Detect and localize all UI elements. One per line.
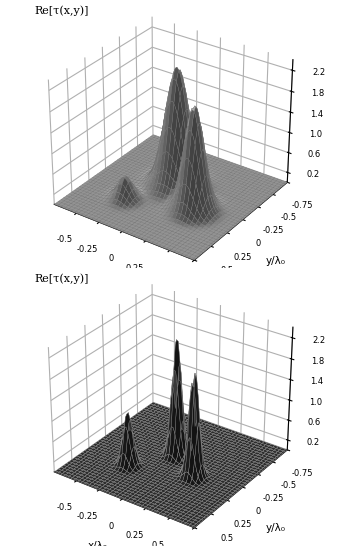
X-axis label: x/λ₀: x/λ₀ [88, 541, 108, 546]
Text: Re[τ(x,y)]: Re[τ(x,y)] [35, 5, 89, 16]
X-axis label: x/λ₀: x/λ₀ [88, 274, 108, 284]
Text: (a): (a) [160, 295, 177, 308]
Y-axis label: y/λ₀: y/λ₀ [266, 256, 286, 265]
Text: Re[τ(x,y)]: Re[τ(x,y)] [35, 273, 89, 283]
Y-axis label: y/λ₀: y/λ₀ [266, 523, 286, 533]
